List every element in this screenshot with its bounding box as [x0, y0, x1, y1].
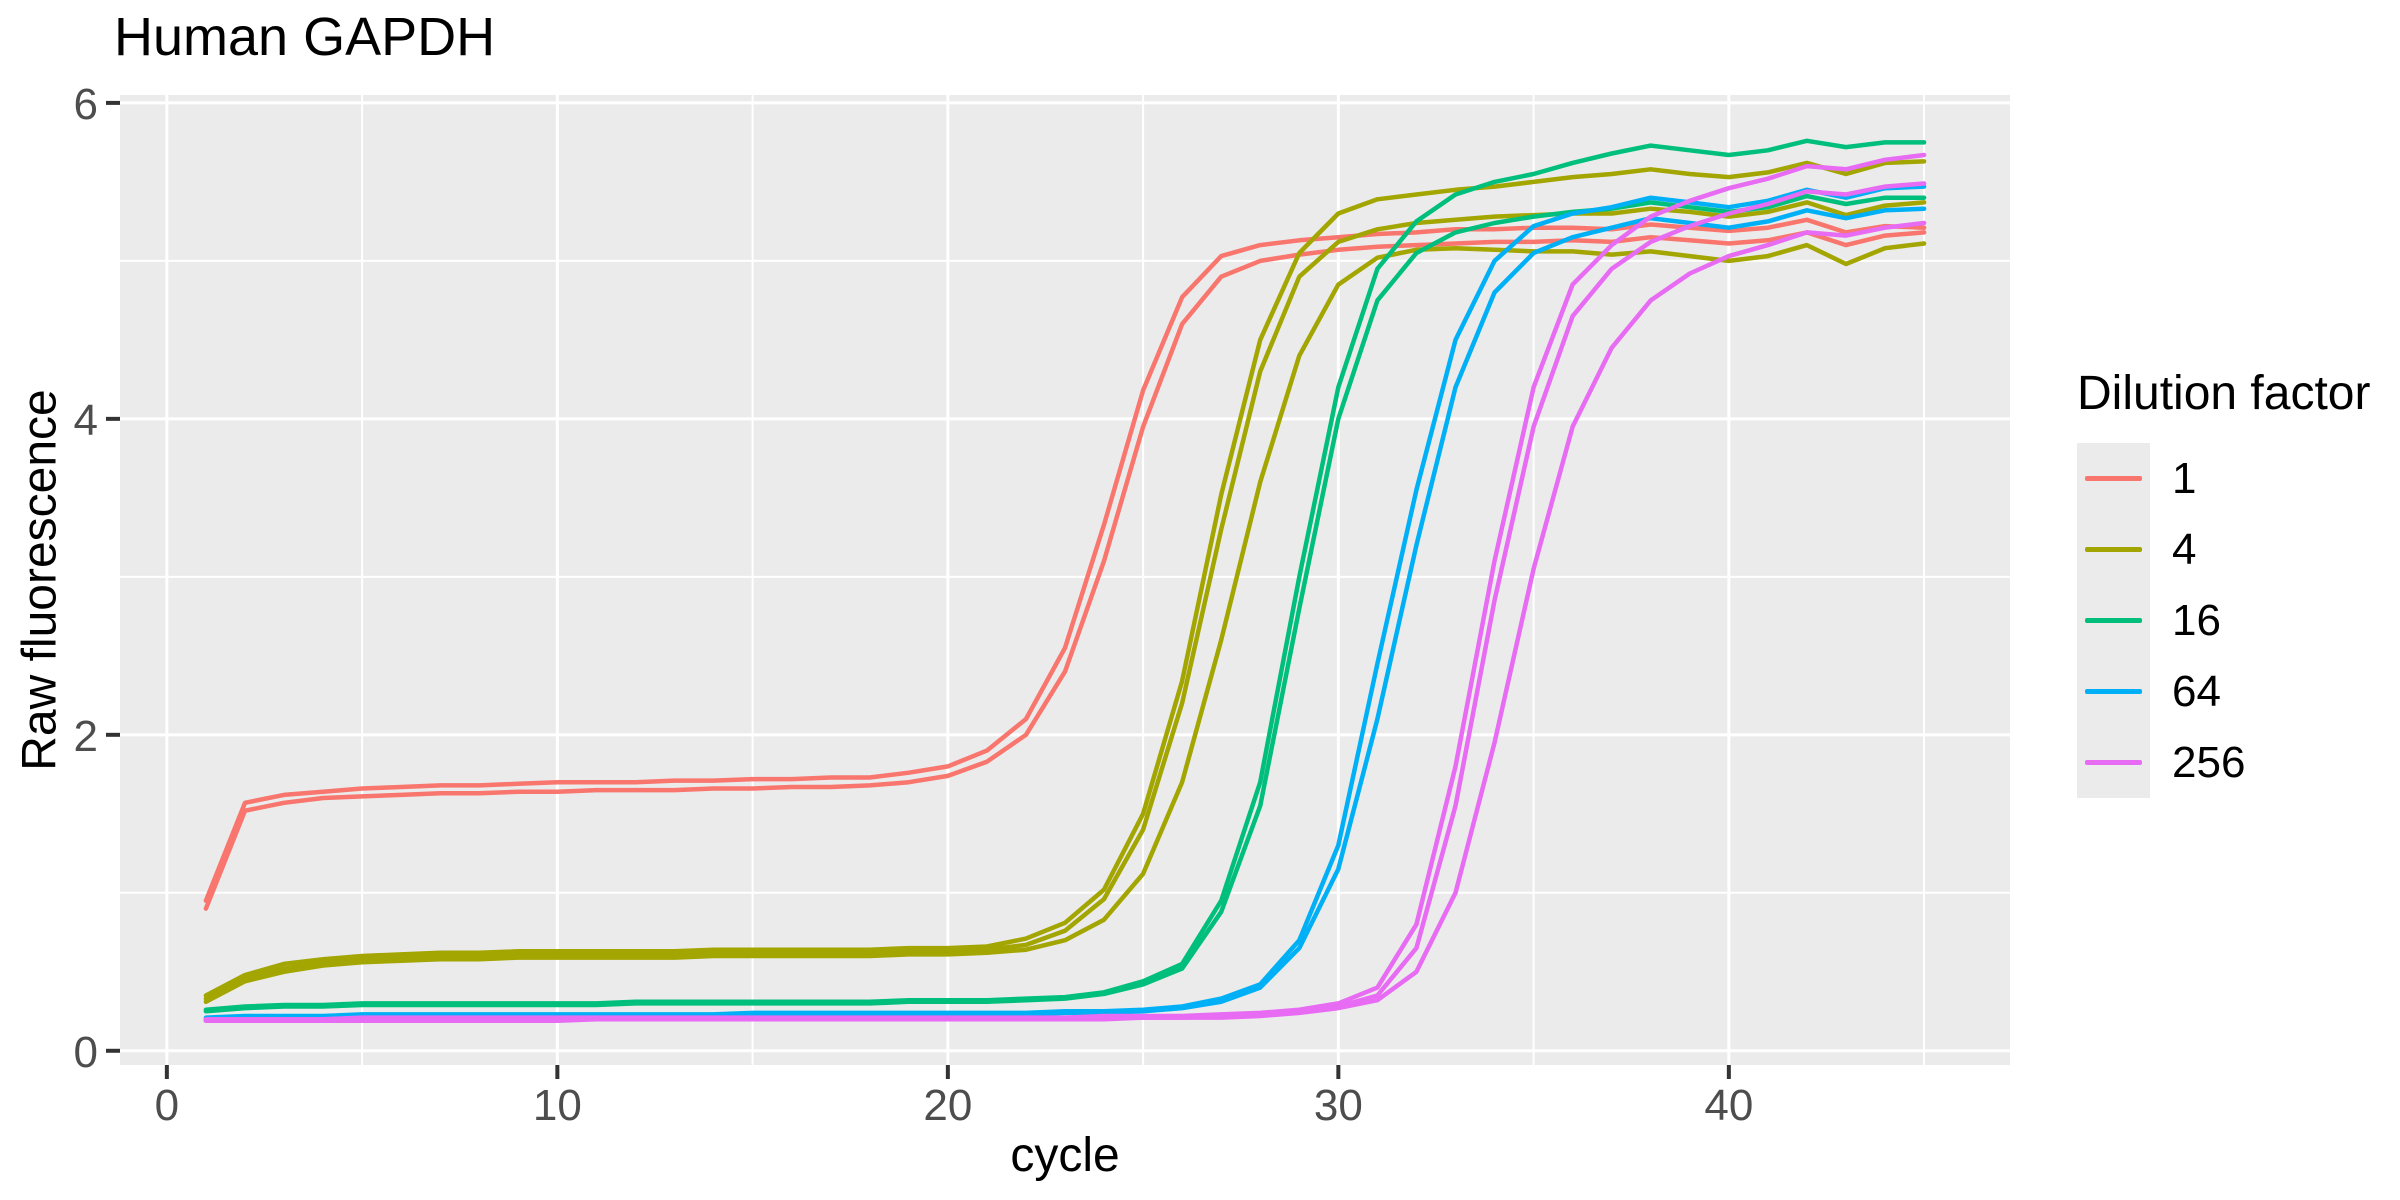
legend-label: 4	[2172, 524, 2197, 574]
legend-label: 256	[2172, 737, 2246, 787]
legend-key-swatch	[2077, 514, 2150, 585]
y-axis-title: Raw fluorescence	[13, 389, 67, 771]
legend-key-swatch	[2077, 443, 2150, 514]
legend: Dilution factor 1 4 16 64 256	[2077, 366, 2370, 798]
legend-key-swatch	[2077, 727, 2150, 798]
legend-entry-16: 16	[2077, 585, 2370, 656]
legend-entry-4: 4	[2077, 514, 2370, 585]
legend-key-line-icon	[2085, 689, 2142, 694]
x-tick-label: 20	[923, 1081, 972, 1130]
legend-key-line-icon	[2085, 760, 2142, 765]
legend-key-swatch	[2077, 656, 2150, 727]
legend-entry-1: 1	[2077, 443, 2370, 514]
legend-key-line-icon	[2085, 618, 2142, 623]
x-tick-label: 10	[533, 1081, 582, 1130]
x-tick-label: 0	[155, 1081, 179, 1130]
legend-label: 64	[2172, 666, 2221, 716]
legend-title: Dilution factor	[2077, 367, 2371, 420]
legend-entry-256: 256	[2077, 727, 2370, 798]
legend-entries: 1 4 16 64 256	[2077, 443, 2370, 798]
plot-panel	[120, 95, 2010, 1065]
legend-key-line-icon	[2085, 476, 2142, 481]
x-tick-label: 30	[1314, 1081, 1363, 1130]
y-tick-label: 6	[74, 80, 98, 129]
y-tick-label: 2	[74, 712, 98, 761]
series-line-dilution-4	[203, 159, 1927, 998]
legend-key-swatch	[2077, 585, 2150, 656]
series-line-dilution-1	[203, 230, 1927, 911]
series-line-dilution-4	[203, 200, 1927, 1001]
x-axis-title: cycle	[1010, 1129, 1120, 1182]
y-tick-label: 0	[74, 1028, 98, 1077]
legend-key-line-icon	[2085, 547, 2142, 552]
legend-label: 1	[2172, 453, 2197, 503]
series-line-dilution-16	[203, 193, 1927, 1014]
series-line-dilution-256	[203, 220, 1927, 1024]
legend-entry-64: 64	[2077, 656, 2370, 727]
chart-title: Human GAPDH	[114, 7, 496, 67]
y-tick-label: 4	[74, 396, 98, 445]
legend-label: 16	[2172, 595, 2221, 645]
x-tick-label: 40	[1704, 1081, 1753, 1130]
